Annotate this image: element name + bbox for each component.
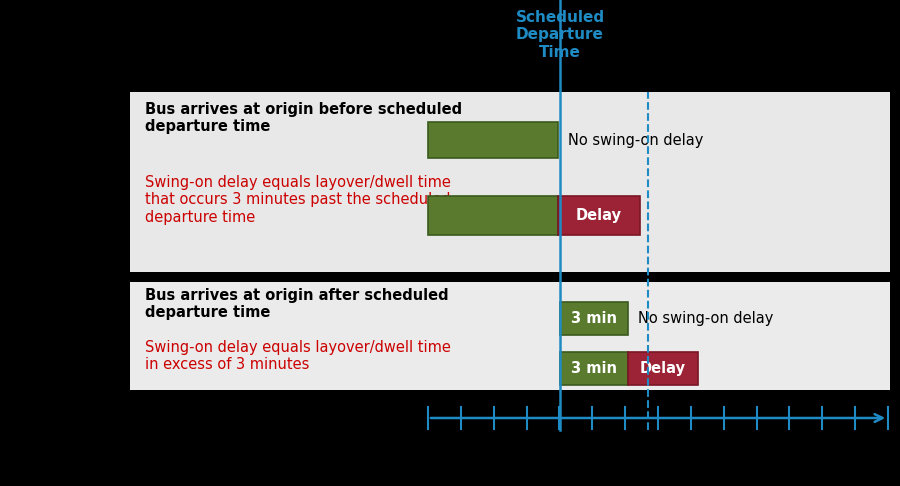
Bar [560,302,628,335]
Bar [130,282,890,390]
Text: Swing-on delay equals layover/dwell time
that occurs 3 minutes past the schedule: Swing-on delay equals layover/dwell time… [145,175,451,225]
Text: Bus arrives at origin before scheduled
departure time: Bus arrives at origin before scheduled d… [145,102,462,135]
Bar [428,122,558,158]
Text: Swing-on delay equals layover/dwell time
in excess of 3 minutes: Swing-on delay equals layover/dwell time… [145,340,451,372]
Bar [558,196,640,235]
Text: Delay: Delay [576,208,622,223]
Text: 3 min: 3 min [571,361,617,376]
Bar [428,196,558,235]
Bar [560,352,628,385]
Bar [628,352,698,385]
Text: Bus arrives at origin after scheduled
departure time: Bus arrives at origin after scheduled de… [145,288,448,320]
Text: No swing-on delay: No swing-on delay [568,133,704,147]
Text: Delay: Delay [640,361,686,376]
Text: Scheduled
Departure
Time: Scheduled Departure Time [516,10,605,60]
Text: No swing-on delay: No swing-on delay [638,311,773,326]
Bar [130,92,890,272]
Text: 3 min: 3 min [571,311,617,326]
